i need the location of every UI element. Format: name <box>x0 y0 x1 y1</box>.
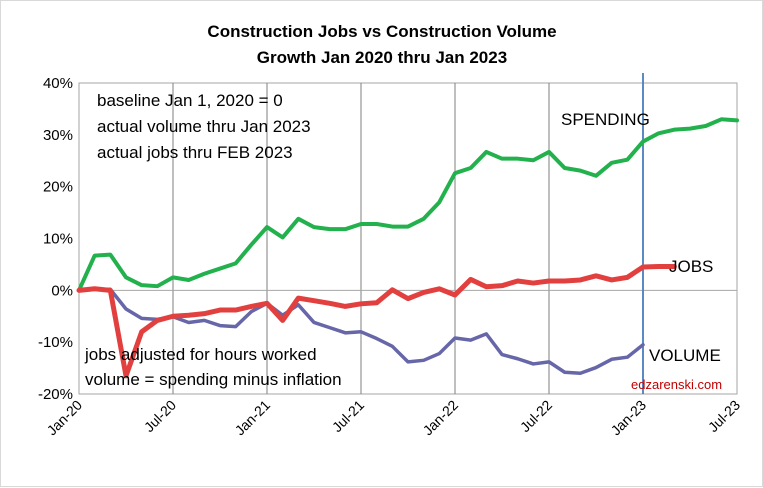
annotation-baseline: baseline Jan 1, 2020 = 0 <box>97 91 283 110</box>
series-label-spending: SPENDING <box>561 110 650 129</box>
watermark: edzarenski.com <box>631 377 722 392</box>
x-tick-label-jul-20: Jul-20 <box>141 397 179 435</box>
series-label-jobs: JOBS <box>669 257 713 276</box>
x-tick-label-jul-21: Jul-21 <box>329 397 367 435</box>
x-tick-label-jan-21: Jan-21 <box>232 397 274 439</box>
y-tick-label-neg20pct: -20% <box>38 386 73 403</box>
annotation-jobs-thru: actual jobs thru FEB 2023 <box>97 143 293 162</box>
y-tick-label-neg10pct: -10% <box>38 334 73 351</box>
annotation-volume-thru: actual volume thru Jan 2023 <box>97 117 311 136</box>
x-tick-label-jul-23: Jul-23 <box>705 397 743 435</box>
y-tick-label-30pct: 30% <box>43 127 73 144</box>
series-line-jobs <box>76 263 677 379</box>
x-tick-label-jul-22: Jul-22 <box>517 397 555 435</box>
chart-title-line-1: Construction Jobs vs Construction Volume <box>207 22 556 41</box>
annotation-jobs-adjusted: jobs adjusted for hours worked <box>84 345 317 364</box>
x-axis-tick-labels: Jan-20 Jul-20 Jan-21 Jul-21 Jan-22 Jul-22 Jan-… <box>44 397 744 439</box>
plot-area <box>78 82 738 395</box>
x-tick-label-jan-22: Jan-22 <box>420 397 462 439</box>
y-tick-label-20pct: 20% <box>43 179 73 196</box>
x-tick-label-jan-23: Jan-23 <box>608 397 650 439</box>
annotation-volume-definition: volume = spending minus inflation <box>85 370 342 389</box>
data-series <box>76 117 739 379</box>
y-axis-tick-labels: -20% -10% 0% 10% 20% 30% 40% <box>38 75 73 403</box>
y-tick-label-40pct: 40% <box>43 75 73 92</box>
series-label-volume: VOLUME <box>649 346 721 365</box>
series-line-spending <box>77 117 739 293</box>
y-tick-label-10pct: 10% <box>43 231 73 248</box>
y-tick-label-0pct: 0% <box>51 282 73 299</box>
chart-title-line-2: Growth Jan 2020 thru Jan 2023 <box>257 48 507 67</box>
